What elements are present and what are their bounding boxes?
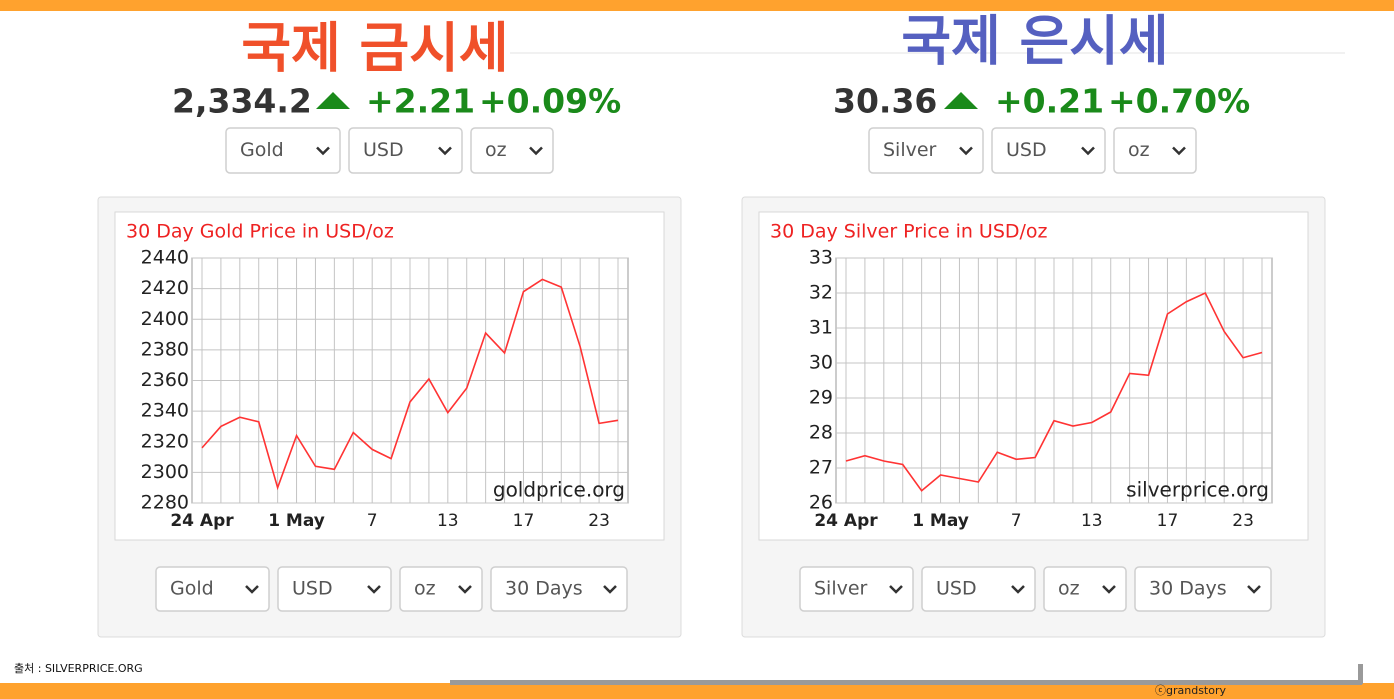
dropdown[interactable]	[991, 127, 1106, 174]
dropdown-label: oz	[485, 139, 507, 161]
dropdown[interactable]	[868, 127, 984, 174]
dropdown-label: oz	[1058, 578, 1080, 600]
dropdown[interactable]	[921, 566, 1036, 612]
dropdown-chevron	[1247, 585, 1261, 594]
dropdown-label: USD	[292, 578, 333, 600]
dropdown[interactable]	[470, 127, 554, 174]
change-pct: +0.09%	[479, 82, 621, 121]
x-tick-label: 1 May	[912, 511, 969, 531]
y-tick-label: 32	[809, 282, 833, 304]
gold-heading: 국제 금시세	[241, 17, 508, 80]
y-tick-label: 27	[809, 457, 833, 479]
x-tick-label: 17	[513, 511, 535, 531]
dropdown-chevron	[959, 146, 973, 156]
y-tick-label: 2320	[141, 430, 189, 452]
bottom-bar	[0, 683, 1394, 699]
dropdown-label: Silver	[814, 578, 868, 600]
watermark: goldprice.org	[493, 478, 625, 502]
x-tick-label: 7	[367, 511, 378, 531]
x-tick-label: 13	[437, 511, 459, 531]
y-tick-label: 26	[809, 492, 833, 514]
dropdown-chevron	[1102, 585, 1116, 594]
x-tick-label: 17	[1157, 511, 1179, 531]
price-line	[845, 291, 1263, 492]
silver-heading: 국제 은시세	[901, 10, 1168, 73]
top-bar	[0, 0, 1394, 11]
y-tick-label: 29	[809, 387, 833, 409]
dropdown-chevron	[458, 585, 472, 594]
dropdown[interactable]	[490, 566, 628, 612]
y-tick-label: 2400	[141, 308, 189, 330]
y-tick-label: 31	[809, 317, 833, 339]
dropdown-chevron	[603, 585, 617, 594]
dropdown-chevron	[438, 146, 452, 156]
chart-title: 30 Day Gold Price in USD/oz	[126, 221, 394, 243]
dropdown[interactable]	[348, 127, 463, 174]
x-tick-label: 23	[588, 511, 610, 531]
price: 2,334.2	[172, 82, 312, 121]
watermark: silverprice.org	[1126, 478, 1269, 502]
dropdown-chevron	[316, 146, 330, 156]
y-tick-label: 2340	[141, 400, 189, 422]
y-tick-label: 33	[809, 247, 833, 269]
dropdown-chevron	[1081, 146, 1095, 156]
dropdown-label: oz	[414, 578, 436, 600]
change-pct: +0.70%	[1108, 82, 1250, 121]
dropdown-label: oz	[1128, 139, 1150, 161]
dropdown[interactable]	[225, 127, 341, 174]
y-tick-label: 30	[809, 352, 833, 374]
x-tick-label: 23	[1232, 511, 1254, 531]
source: 출처 : SILVERPRICE.ORG	[14, 662, 143, 675]
price: 30.36	[833, 82, 937, 121]
dropdown[interactable]	[155, 566, 270, 612]
dropdown-chevron	[367, 585, 381, 594]
chart-title: 30 Day Silver Price in USD/oz	[770, 221, 1048, 243]
y-tick-label: 2420	[141, 277, 189, 299]
dropdown[interactable]	[1134, 566, 1272, 612]
change: +2.21	[366, 82, 475, 121]
x-tick-label: 13	[1081, 511, 1103, 531]
bottom-rule-end	[1358, 664, 1363, 684]
dropdown-label: USD	[1006, 139, 1047, 161]
y-tick-label: 2300	[141, 461, 189, 483]
change: +0.21	[995, 82, 1104, 121]
credit: ⓒgrandstory	[1155, 684, 1226, 697]
price-line	[201, 278, 619, 491]
up-arrow	[944, 92, 978, 109]
dropdown-label: 30 Days	[505, 578, 583, 600]
dropdown-label: Gold	[240, 139, 284, 161]
dropdown-label: Gold	[170, 578, 214, 600]
y-tick-label: 28	[809, 422, 833, 444]
dropdown-chevron	[1011, 585, 1025, 594]
dropdown[interactable]	[1113, 127, 1197, 174]
y-tick-label: 2360	[141, 369, 189, 391]
x-tick-label: 7	[1011, 511, 1022, 531]
y-tick-label: 2380	[141, 338, 189, 360]
dropdown-label: Silver	[883, 139, 937, 161]
dropdown-label: USD	[936, 578, 977, 600]
up-arrow	[316, 92, 350, 109]
dropdown[interactable]	[1043, 566, 1127, 612]
x-tick-label: 24 Apr	[170, 511, 234, 531]
x-tick-label: 24 Apr	[814, 511, 878, 531]
dropdown[interactable]	[277, 566, 392, 612]
y-tick-label: 2280	[141, 492, 189, 514]
x-tick-label: 1 May	[268, 511, 325, 531]
dropdown-label: 30 Days	[1149, 578, 1227, 600]
dropdown[interactable]	[399, 566, 483, 612]
dropdown[interactable]	[799, 566, 914, 612]
y-tick-label: 2440	[141, 247, 189, 269]
dropdown-chevron	[1172, 146, 1186, 156]
dropdown-label: USD	[363, 139, 404, 161]
dropdown-chevron	[529, 146, 543, 156]
dropdown-chevron	[889, 585, 903, 594]
bottom-rule	[450, 680, 1362, 685]
dropdown-chevron	[245, 585, 259, 594]
